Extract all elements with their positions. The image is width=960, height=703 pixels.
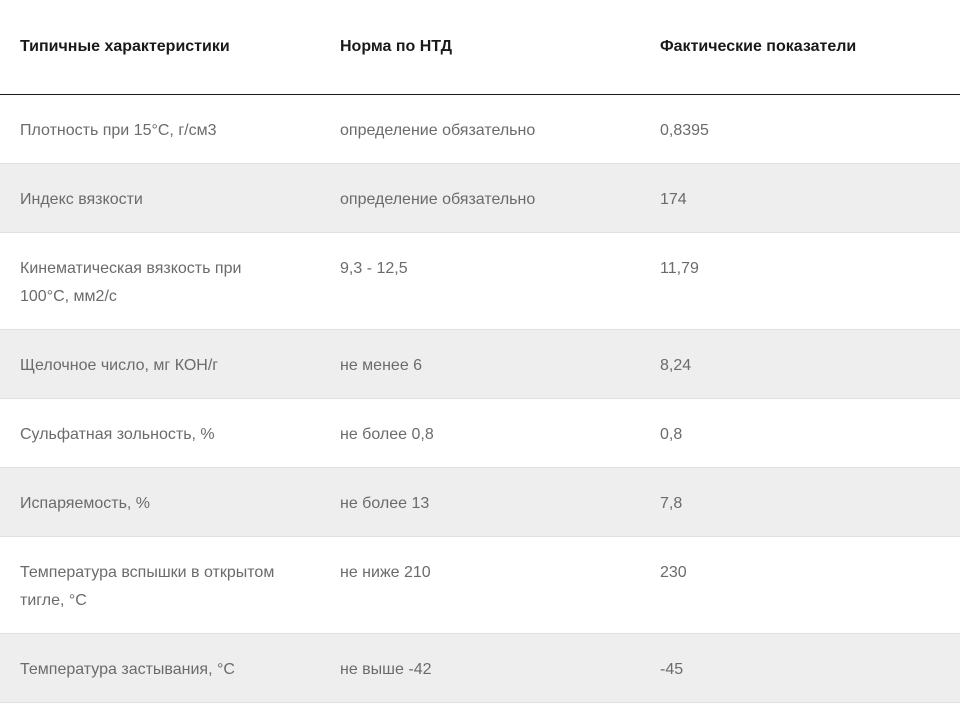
header-norm: Норма по НТД bbox=[320, 0, 640, 95]
table-row: Плотность при 15°С, г/см3 определение об… bbox=[0, 94, 960, 164]
table-body: Плотность при 15°С, г/см3 определение об… bbox=[0, 94, 960, 703]
cell-characteristic: Плотность при 15°С, г/см3 bbox=[0, 94, 320, 164]
cell-norm: определение обязательно bbox=[320, 94, 640, 164]
cell-norm: не менее 6 bbox=[320, 329, 640, 399]
cell-norm: не выше -42 bbox=[320, 633, 640, 703]
cell-characteristic: Испаряемость, % bbox=[0, 467, 320, 537]
header-characteristic: Типичные характеристики bbox=[0, 0, 320, 95]
cell-actual: 0,8 bbox=[640, 398, 960, 468]
table-row: Температура вспышки в открытом тигле, °С… bbox=[0, 536, 960, 634]
cell-actual: -45 bbox=[640, 633, 960, 703]
cell-actual: 0,8395 bbox=[640, 94, 960, 164]
table-row: Щелочное число, мг КОН/г не менее 6 8,24 bbox=[0, 329, 960, 399]
cell-characteristic: Температура вспышки в открытом тигле, °С bbox=[0, 536, 320, 634]
cell-norm: не ниже 210 bbox=[320, 536, 640, 634]
table-row: Индекс вязкости определение обязательно … bbox=[0, 163, 960, 233]
cell-actual: 8,24 bbox=[640, 329, 960, 399]
table-row: Сульфатная зольность, % не более 0,8 0,8 bbox=[0, 398, 960, 468]
cell-actual: 7,8 bbox=[640, 467, 960, 537]
cell-characteristic: Кинематическая вязкость при 100°С, мм2/с bbox=[0, 232, 320, 330]
cell-actual: 11,79 bbox=[640, 232, 960, 330]
cell-characteristic: Индекс вязкости bbox=[0, 163, 320, 233]
cell-norm: не более 0,8 bbox=[320, 398, 640, 468]
table-row: Температура застывания, °С не выше -42 -… bbox=[0, 633, 960, 703]
cell-norm: не более 13 bbox=[320, 467, 640, 537]
table-row: Испаряемость, % не более 13 7,8 bbox=[0, 467, 960, 537]
table-row: Кинематическая вязкость при 100°С, мм2/с… bbox=[0, 232, 960, 330]
cell-norm: 9,3 - 12,5 bbox=[320, 232, 640, 330]
header-actual: Фактические показатели bbox=[640, 0, 960, 95]
header-row: Типичные характеристики Норма по НТД Фак… bbox=[0, 0, 960, 95]
cell-actual: 230 bbox=[640, 536, 960, 634]
table-header: Типичные характеристики Норма по НТД Фак… bbox=[0, 0, 960, 95]
cell-norm: определение обязательно bbox=[320, 163, 640, 233]
cell-characteristic: Сульфатная зольность, % bbox=[0, 398, 320, 468]
cell-characteristic: Температура застывания, °С bbox=[0, 633, 320, 703]
cell-actual: 174 bbox=[640, 163, 960, 233]
cell-characteristic: Щелочное число, мг КОН/г bbox=[0, 329, 320, 399]
